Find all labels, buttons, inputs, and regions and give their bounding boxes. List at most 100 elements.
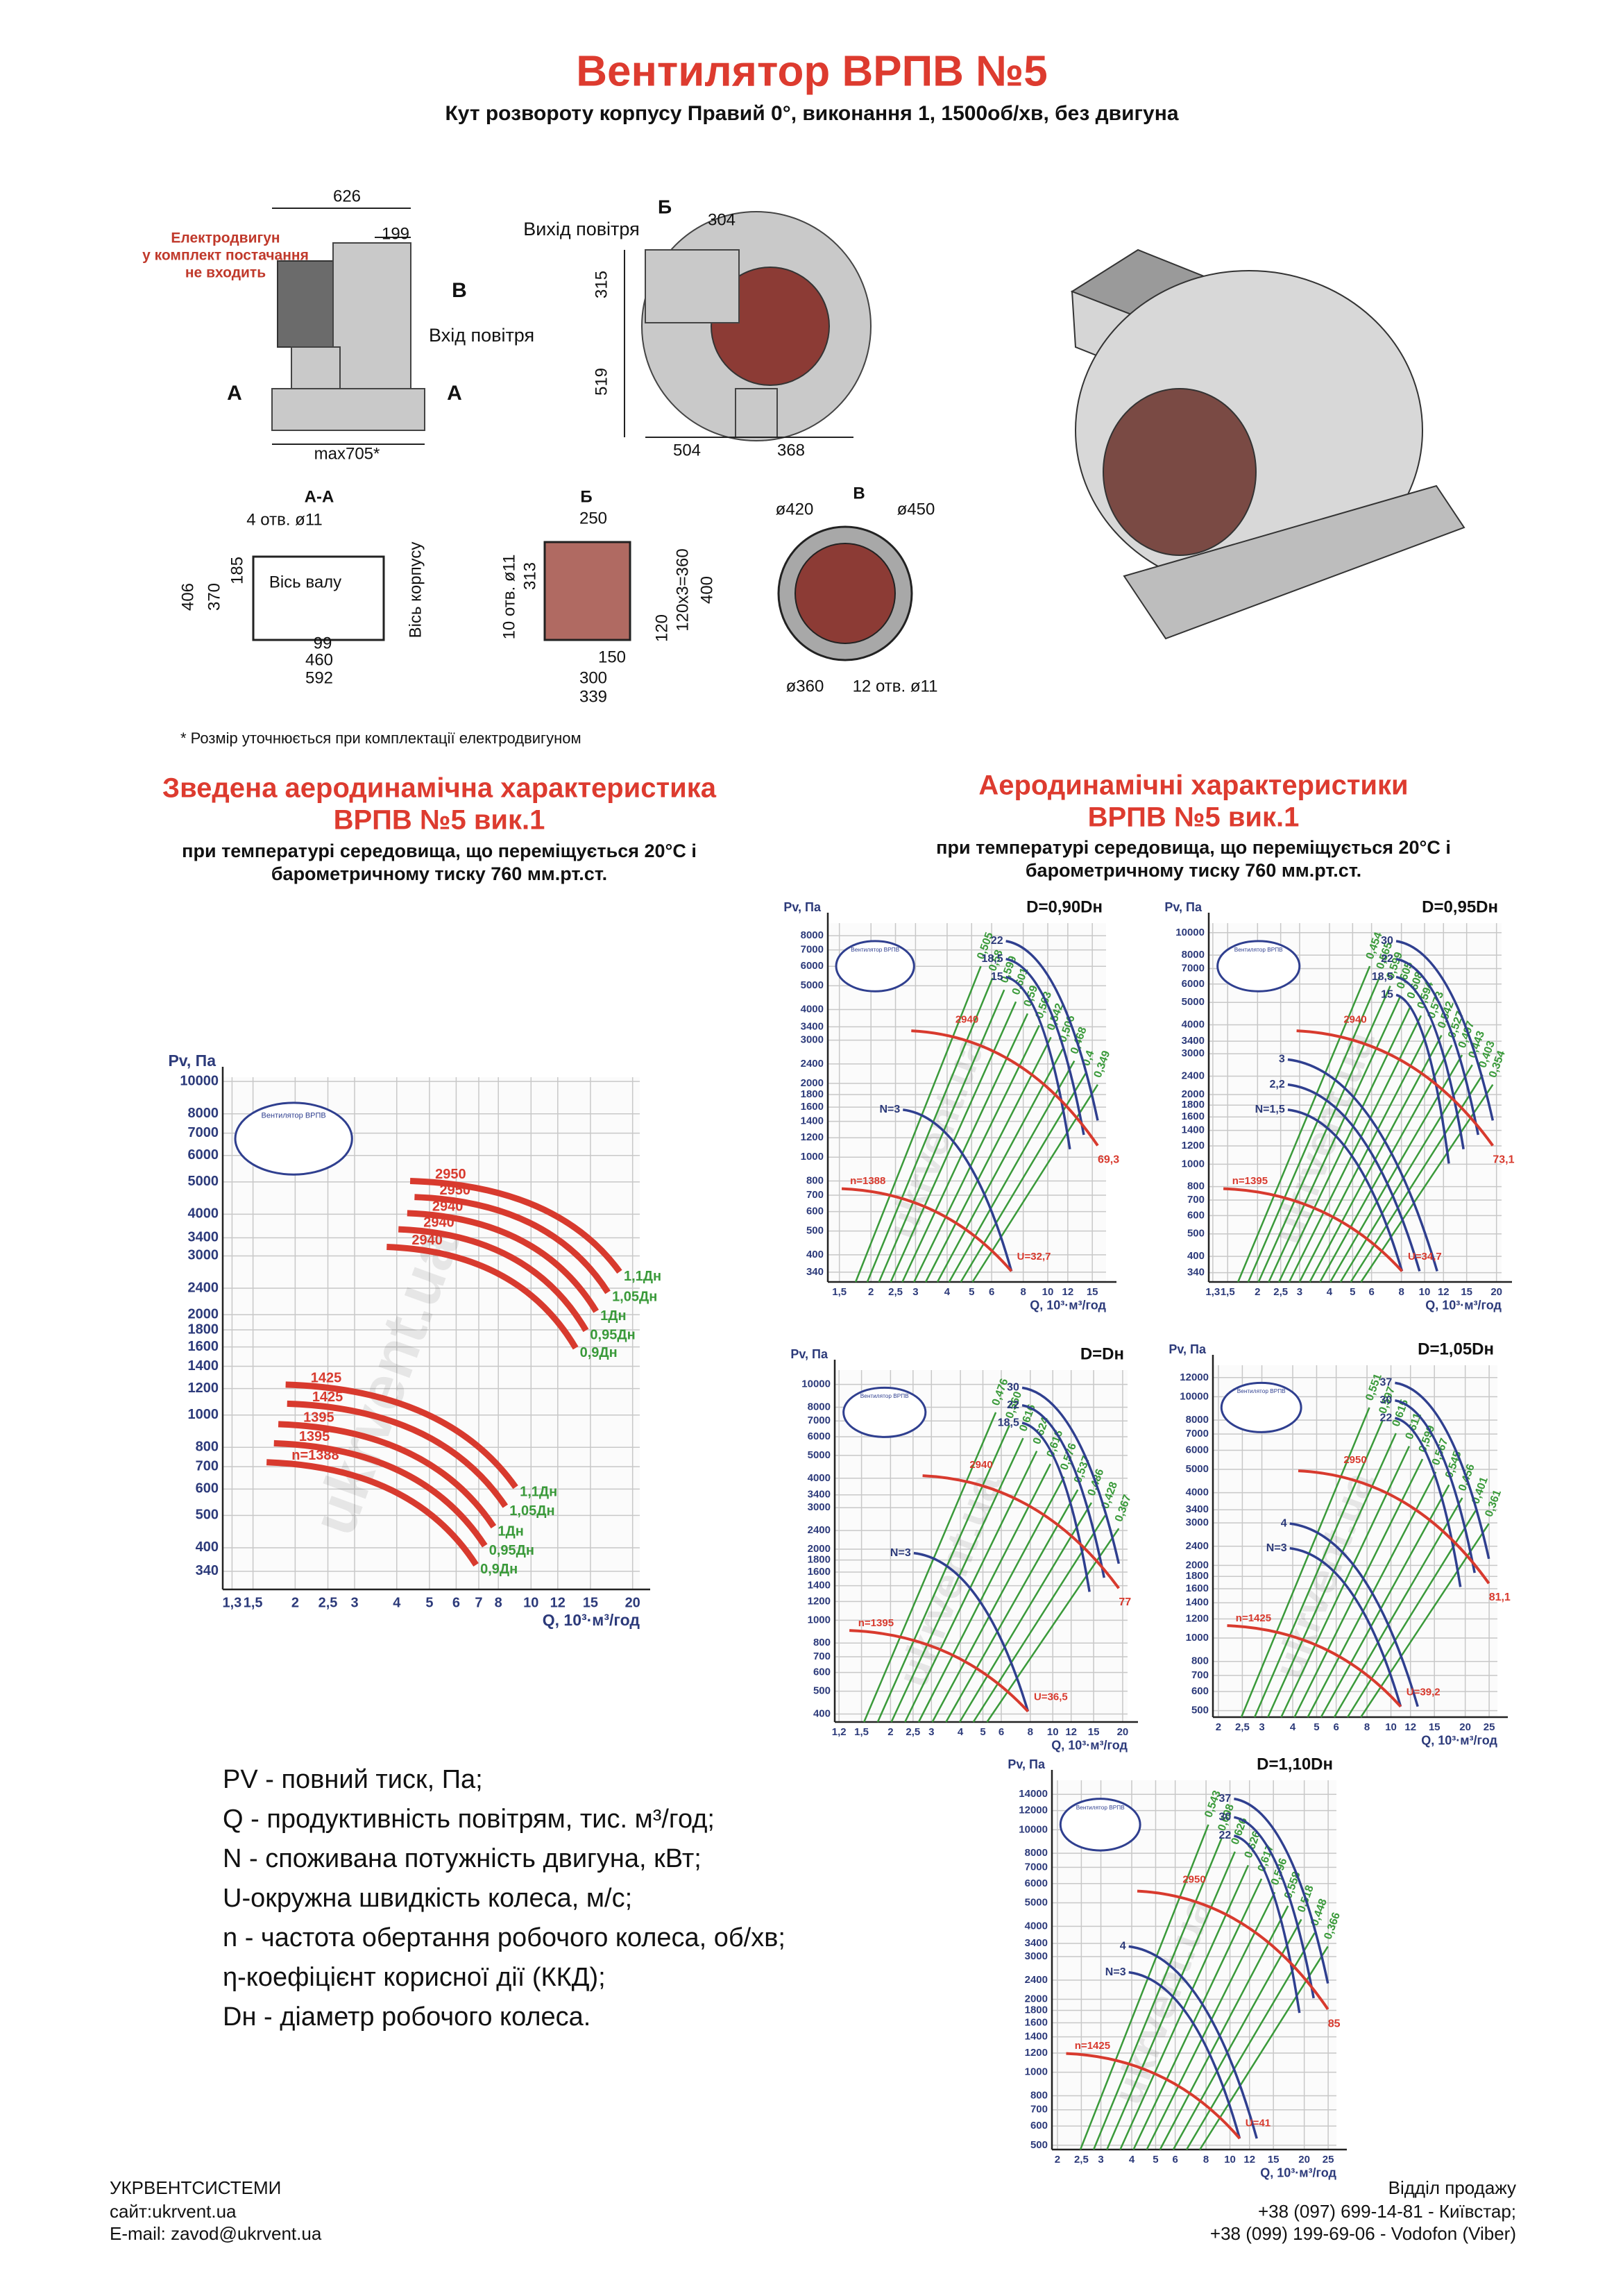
y-tick-label: 1400	[1182, 1124, 1205, 1136]
x-tick-label: 5	[1314, 1721, 1319, 1733]
x-axis-label: Q, 10³·м³/год	[1051, 1738, 1128, 1752]
section-conditions: барометричному тиску 760 мм.рт.ст.	[271, 863, 607, 884]
y-tick-label: 14000	[1019, 1788, 1048, 1800]
efficiency-line	[931, 1476, 1065, 1723]
x-tick-label: 4	[958, 1726, 964, 1738]
x-tick-label: 2,5	[318, 1595, 338, 1610]
curve-label: 0,95Дн	[590, 1327, 635, 1342]
curve	[1137, 1889, 1329, 2010]
curve-label: 15	[991, 971, 1003, 983]
efficiency-line	[863, 1412, 997, 1723]
y-tick-label: 4000	[188, 1206, 219, 1222]
y-tick-label: 600	[806, 1206, 824, 1217]
curve-label: 2940	[432, 1199, 464, 1214]
efficiency-line	[1119, 1864, 1250, 2150]
dimension: 199	[382, 224, 409, 243]
curve-label: 30	[1219, 1811, 1232, 1823]
x-tick-label: 1,5	[244, 1595, 263, 1610]
y-tick-label: 3000	[1182, 1047, 1205, 1059]
dimension: 99	[314, 634, 332, 652]
y-tick-label: 800	[806, 1174, 824, 1186]
y-tick-label: 1600	[1025, 2016, 1048, 2028]
x-tick-label: 3	[1259, 1721, 1264, 1733]
motor-support	[291, 346, 341, 389]
y-tick-label: 5000	[808, 1449, 831, 1461]
y-tick-label: 2000	[188, 1306, 219, 1322]
y-tick-label: 3000	[808, 1501, 831, 1513]
y-tick-label: 700	[813, 1651, 831, 1662]
dimension: 519	[592, 368, 611, 396]
curve	[1223, 1187, 1403, 1272]
impeller	[711, 267, 830, 386]
curve	[1395, 940, 1495, 1121]
y-tick-label: 340	[1187, 1267, 1205, 1278]
logo	[1216, 940, 1301, 993]
x-tick-label: 5	[969, 1286, 974, 1298]
y-tick-label: 600	[1030, 2120, 1048, 2132]
dimension: 120	[652, 614, 671, 642]
y-tick-label: 5000	[188, 1174, 219, 1189]
chart-title: D=1,05Dн	[1418, 1340, 1494, 1358]
y-tick-label: 1000	[801, 1151, 824, 1163]
legend-item: N - споживана потужність двигуна, кВт;	[223, 1844, 702, 1873]
curve	[849, 1629, 1029, 1713]
curve	[913, 1551, 1030, 1712]
efficiency-line	[925, 1036, 1052, 1283]
legend: PV - повний тиск, Па; Q - продуктивність …	[223, 1765, 785, 2032]
curve-label: 37	[1380, 1377, 1393, 1389]
efficiency-line	[1247, 975, 1382, 1283]
curve-label: 18,5	[998, 1417, 1019, 1428]
curve-label: 1Дн	[498, 1523, 523, 1539]
y-tick-label: 5000	[1025, 1896, 1048, 1908]
y-tick-label: 2000	[1182, 1088, 1205, 1100]
y-tick-label: 2000	[1186, 1559, 1209, 1571]
x-tick-label: 15	[1461, 1286, 1472, 1298]
curve	[266, 1459, 479, 1567]
y-tick-label: 4000	[808, 1472, 831, 1484]
y-tick-label: 1000	[1186, 1632, 1209, 1644]
x-tick-label: 12	[1438, 1286, 1450, 1298]
curve	[287, 1400, 509, 1508]
efficiency-line	[1240, 1407, 1370, 1718]
dimension: 400	[697, 576, 716, 604]
efficiency-line	[1106, 1851, 1236, 2150]
section-title: В	[853, 484, 865, 503]
dimension: 300	[579, 668, 607, 687]
y-tick-label: 4000	[1025, 1920, 1048, 1932]
section-v: В ø420 ø450 ø360 12 отв. ø11	[776, 484, 938, 695]
curve-label: 81,1	[1489, 1592, 1511, 1603]
y-tick-label: 3400	[808, 1489, 831, 1501]
x-tick-label: 1,5	[832, 1286, 847, 1298]
curve-label: 1Дн	[600, 1308, 626, 1324]
efficiency-line	[945, 1489, 1079, 1723]
x-tick-label: 25	[1323, 2154, 1334, 2166]
logo	[234, 1101, 353, 1176]
x-tick-label: 6	[452, 1595, 460, 1610]
section-conditions: при температурі середовища, що переміщує…	[936, 837, 1451, 858]
x-tick-label: 1,2	[832, 1726, 847, 1738]
y-tick-label: 700	[1191, 1669, 1209, 1681]
curve	[903, 1108, 1013, 1272]
curve-label: 2940	[423, 1215, 454, 1231]
y-tick-label: 2000	[801, 1077, 824, 1089]
y-tick-label: 5000	[801, 979, 824, 991]
efficiency-line	[1339, 1064, 1473, 1283]
y-tick-label: 700	[1187, 1194, 1205, 1206]
efficiency-line	[1185, 1932, 1316, 2150]
efficiency-line	[1267, 1433, 1397, 1718]
footer-text: сайт:ukrvent.ua	[110, 2201, 237, 2222]
y-tick-label: 340	[196, 1563, 219, 1578]
x-tick-label: 20	[1459, 1721, 1471, 1733]
y-tick-label: 600	[1187, 1209, 1205, 1221]
y-tick-label: 2400	[1186, 1540, 1209, 1552]
x-tick-label: 2	[1255, 1286, 1260, 1298]
curve-label: U=39,2	[1407, 1686, 1441, 1698]
efficiency-line	[1278, 1005, 1412, 1283]
y-axis-label: Pv, Па	[1164, 900, 1203, 914]
base	[271, 388, 425, 431]
x-tick-label: 2	[887, 1726, 893, 1738]
x-tick-label: 20	[625, 1595, 640, 1610]
x-axis-label: Q, 10³·м³/год	[1425, 1298, 1502, 1312]
curve	[1298, 1469, 1490, 1585]
